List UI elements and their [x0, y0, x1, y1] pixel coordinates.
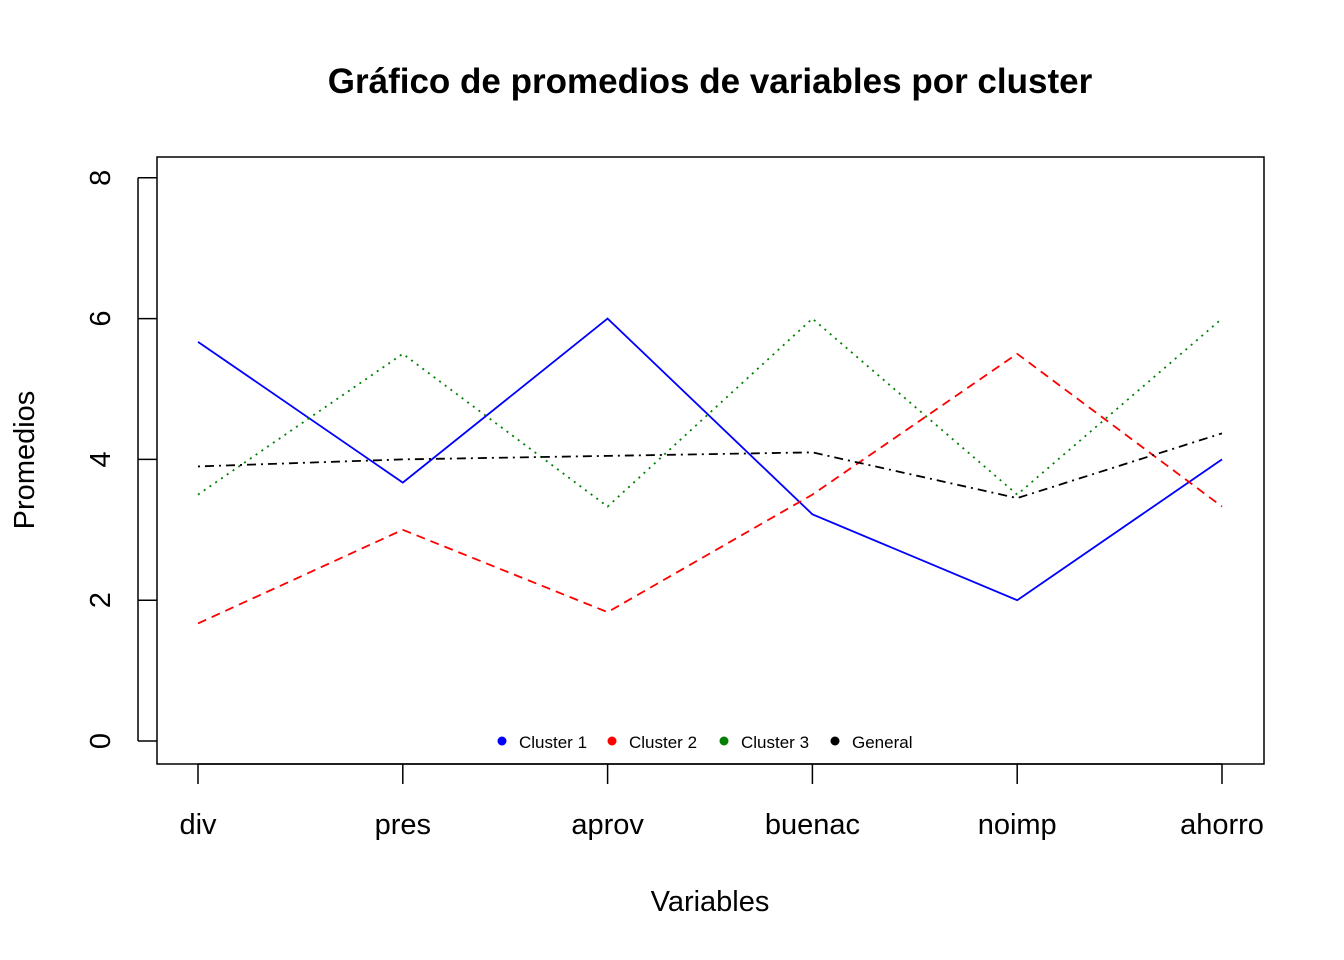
plot-frame — [156, 156, 1265, 765]
series-cluster-1 — [197, 317, 1223, 602]
legend: Cluster 1 Cluster 2 Cluster 3 General — [497, 733, 912, 752]
series-line — [197, 317, 1223, 602]
series-layer — [197, 317, 1223, 625]
legend-label: Cluster 3 — [741, 733, 809, 752]
series-general — [197, 432, 1223, 500]
x-axis-label: Variables — [651, 886, 770, 918]
x-tick-label: div — [179, 809, 217, 841]
legend-marker — [497, 736, 507, 746]
y-tick-label: 0 — [85, 733, 117, 749]
legend-item: Cluster 2 — [607, 733, 697, 752]
series-line — [197, 352, 1223, 625]
x-tick-label: aprov — [571, 809, 644, 841]
y-axis-label: Promedios — [9, 391, 41, 530]
series-line — [197, 432, 1223, 500]
x-tick-label: buenac — [765, 809, 860, 841]
legend-label: Cluster 2 — [629, 733, 697, 752]
legend-item: General — [830, 733, 912, 752]
legend-label: Cluster 1 — [519, 733, 587, 752]
x-tick-label: pres — [375, 809, 431, 841]
y-tick-label: 4 — [85, 451, 117, 467]
legend-item: Cluster 1 — [497, 733, 587, 752]
x-tick-label: ahorro — [1180, 809, 1264, 841]
y-tick-label: 6 — [85, 311, 117, 327]
x-axis: div pres aprov buenac noimp ahorro — [179, 763, 1264, 841]
y-tick-label: 2 — [85, 592, 117, 608]
series-cluster-3 — [197, 317, 1223, 508]
legend-label: General — [852, 733, 912, 752]
series-line — [197, 317, 1223, 508]
series-cluster-2 — [197, 352, 1223, 625]
y-axis: 0 2 4 6 8 — [85, 170, 157, 749]
legend-marker — [830, 736, 840, 746]
chart-title: Gráfico de promedios de variables por cl… — [328, 62, 1093, 101]
legend-marker — [607, 736, 617, 746]
x-tick-label: noimp — [978, 809, 1057, 841]
legend-marker — [719, 736, 729, 746]
legend-item: Cluster 3 — [719, 733, 809, 752]
y-tick-label: 8 — [85, 170, 117, 186]
